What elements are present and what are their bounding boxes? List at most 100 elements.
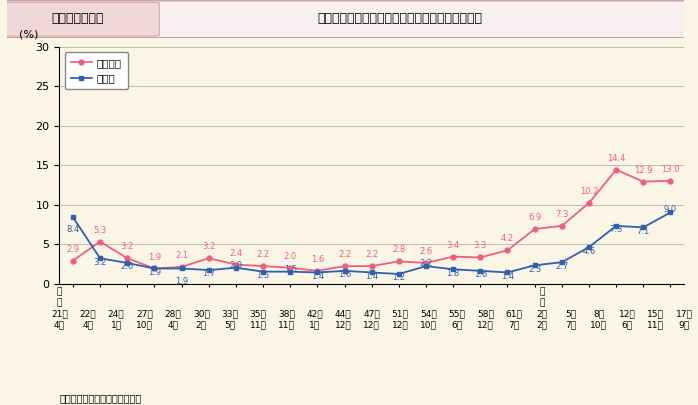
当選者 <box>341 269 349 273</box>
Text: 1.9: 1.9 <box>148 253 161 262</box>
Text: 14.4: 14.4 <box>607 154 625 163</box>
Text: 15年: 15年 <box>647 309 664 318</box>
FancyBboxPatch shape <box>0 2 159 36</box>
Text: 11月: 11月 <box>250 320 267 329</box>
Text: 11月: 11月 <box>647 320 664 329</box>
当選者 <box>367 270 376 275</box>
立候補者 <box>177 264 186 269</box>
Text: 9月: 9月 <box>678 320 690 329</box>
Text: 2.7: 2.7 <box>555 262 568 271</box>
Text: 1.6: 1.6 <box>474 270 487 279</box>
立候補者 <box>476 255 484 260</box>
当選者 <box>96 256 104 261</box>
Text: 3.3: 3.3 <box>474 241 487 251</box>
Text: 12月: 12月 <box>392 320 408 329</box>
立候補者 <box>558 224 566 228</box>
Text: 2.6: 2.6 <box>419 247 433 256</box>
Text: 昭: 昭 <box>57 288 62 296</box>
Text: 17年: 17年 <box>676 309 692 318</box>
Text: 第１－１－１図: 第１－１－１図 <box>52 12 104 25</box>
当選者 <box>68 215 77 220</box>
Text: 12月: 12月 <box>364 320 380 329</box>
Text: 38年: 38年 <box>278 309 295 318</box>
Text: 2月: 2月 <box>196 320 207 329</box>
立候補者 <box>123 256 131 261</box>
Text: 54年: 54年 <box>420 309 437 318</box>
Text: 9.0: 9.0 <box>664 205 677 215</box>
Text: 24年: 24年 <box>107 309 124 318</box>
Text: 1.4: 1.4 <box>365 272 378 281</box>
立候補者 <box>367 264 376 269</box>
立候補者 <box>612 167 621 172</box>
Text: 13.0: 13.0 <box>661 165 680 174</box>
Text: 3.4: 3.4 <box>447 241 460 250</box>
Text: 和: 和 <box>57 298 62 307</box>
Text: 平: 平 <box>540 288 544 296</box>
Text: 1.6: 1.6 <box>311 255 324 264</box>
Text: 5月: 5月 <box>224 320 235 329</box>
立候補者 <box>259 264 267 269</box>
Text: 7月: 7月 <box>508 320 519 329</box>
立候補者 <box>394 259 403 264</box>
当選者 <box>205 268 213 273</box>
Text: 44年: 44年 <box>335 309 352 318</box>
Text: 12月: 12月 <box>335 320 352 329</box>
立候補者 <box>449 254 457 259</box>
当選者 <box>123 260 131 265</box>
Text: 2.2: 2.2 <box>419 259 433 268</box>
Text: 5年: 5年 <box>565 309 576 318</box>
立候補者 <box>341 264 349 269</box>
当選者 <box>313 270 322 275</box>
Text: 1.8: 1.8 <box>447 269 460 277</box>
Text: (%): (%) <box>19 30 38 39</box>
当選者 <box>449 267 457 272</box>
Text: 4月: 4月 <box>54 320 65 329</box>
Text: 2.1: 2.1 <box>175 251 188 260</box>
Text: 2.0: 2.0 <box>283 252 297 261</box>
Line: 当選者: 当選者 <box>70 210 673 277</box>
立候補者 <box>205 256 213 261</box>
Text: 6月: 6月 <box>622 320 633 329</box>
立候補者 <box>286 265 295 270</box>
Text: 55年: 55年 <box>448 309 466 318</box>
Text: 2.6: 2.6 <box>121 262 134 271</box>
Text: 2.3: 2.3 <box>528 265 541 274</box>
Text: 4月: 4月 <box>82 320 94 329</box>
Text: 27年: 27年 <box>136 309 153 318</box>
Text: 42年: 42年 <box>306 309 323 318</box>
当選者 <box>476 269 484 273</box>
当選者 <box>259 269 267 274</box>
当選者 <box>585 245 593 249</box>
Text: 6月: 6月 <box>452 320 463 329</box>
Text: 4月: 4月 <box>168 320 179 329</box>
Text: 2月: 2月 <box>537 320 547 329</box>
Line: 立候補者: 立候補者 <box>70 167 673 273</box>
Text: 51年: 51年 <box>392 309 408 318</box>
Text: 2.8: 2.8 <box>392 245 406 254</box>
Text: 2.4: 2.4 <box>230 249 242 258</box>
Text: 衆議院立候補者，当選者に占める女性割合の推移: 衆議院立候補者，当選者に占める女性割合の推移 <box>317 12 482 25</box>
Text: 1.5: 1.5 <box>283 265 297 274</box>
Text: 2.2: 2.2 <box>256 250 269 259</box>
立候補者 <box>639 179 648 184</box>
Text: 1.6: 1.6 <box>338 270 351 279</box>
Text: 12月: 12月 <box>477 320 493 329</box>
Text: 12.9: 12.9 <box>634 166 653 175</box>
Text: 2.9: 2.9 <box>66 245 80 254</box>
Text: 1.7: 1.7 <box>202 269 216 278</box>
Text: 3.2: 3.2 <box>94 258 107 266</box>
Text: 10月: 10月 <box>420 320 437 329</box>
Text: 3.2: 3.2 <box>121 242 134 251</box>
Text: 1.9: 1.9 <box>148 268 161 277</box>
当選者 <box>150 266 158 271</box>
当選者 <box>558 260 566 264</box>
当選者 <box>286 269 295 274</box>
Text: （備考）総務省資料より作成。: （備考）総務省資料より作成。 <box>59 393 142 403</box>
立候補者 <box>667 178 675 183</box>
Text: 11月: 11月 <box>278 320 295 329</box>
立候補者 <box>530 226 539 231</box>
当選者 <box>667 210 675 215</box>
当選者 <box>530 263 539 268</box>
Text: 2.2: 2.2 <box>338 250 351 259</box>
Text: 1月: 1月 <box>309 320 320 329</box>
